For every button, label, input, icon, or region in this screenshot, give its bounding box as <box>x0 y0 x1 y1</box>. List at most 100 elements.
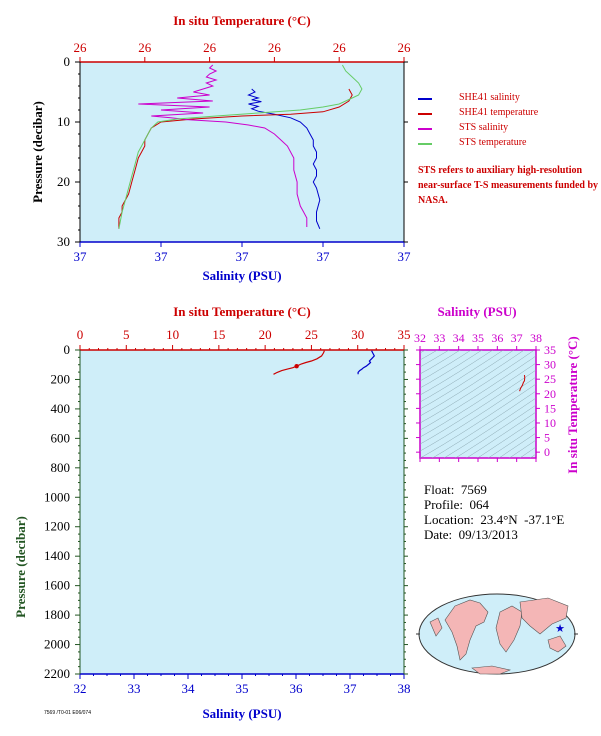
ts-isoline <box>420 350 450 368</box>
main-pressure-tick-label: 800 <box>51 460 71 475</box>
top-series-sts-temperature <box>118 64 363 229</box>
float-location-marker: ★ <box>555 622 565 635</box>
date: Date: 09/13/2013 <box>424 527 518 542</box>
ts-sal-tick-label: 37 <box>511 331 523 345</box>
ts-isoline <box>443 397 536 458</box>
ts-isoline <box>508 439 536 458</box>
ts-isoline <box>477 418 536 458</box>
ts-sal-axis-title: Salinity (PSU) <box>437 304 516 319</box>
main-sal-tick-label: 33 <box>128 681 141 696</box>
ts-sal-tick-label: 38 <box>530 331 542 345</box>
map-land <box>429 617 443 637</box>
ts-isoline <box>420 350 494 396</box>
ts-isoline <box>466 411 536 458</box>
main-pressure-tick-label: 1600 <box>44 578 70 593</box>
ts-isoline <box>420 350 535 424</box>
ts-isoline <box>487 425 536 458</box>
ts-isoline <box>420 237 536 311</box>
main-sal-tick-label: 36 <box>290 681 304 696</box>
ts-isoline <box>420 265 536 339</box>
top-temp-tick-label: 26 <box>203 40 217 55</box>
top-sal-tick-label: 37 <box>236 249 250 264</box>
main-pressure-tick-label: 2200 <box>44 666 70 681</box>
main-temp-tick-label: 0 <box>77 327 84 342</box>
main-temp-tick-label: 10 <box>166 327 179 342</box>
ts-isoline <box>420 355 536 431</box>
legend-swatch <box>418 128 432 130</box>
top-pressure-tick-label: 20 <box>57 174 70 189</box>
ts-isoline <box>420 362 536 438</box>
main-pressure-tick-label: 1400 <box>44 548 70 563</box>
top-temp-tick-label: 26 <box>333 40 347 55</box>
top-sal-tick-label: 37 <box>155 249 169 264</box>
main-pressure-tick-label: 400 <box>51 401 71 416</box>
main-sal-axis-title: Salinity (PSU) <box>202 706 281 721</box>
legend-label: SHE41 temperature <box>459 107 539 118</box>
top-series-she41-salinity <box>247 88 321 229</box>
ts-temp-tick-label: 35 <box>544 343 556 357</box>
legend-swatch <box>418 113 432 115</box>
map-land <box>495 605 523 653</box>
ts-isoline <box>420 350 525 417</box>
main-pressure-tick-label: 2000 <box>44 637 70 652</box>
map-land <box>547 635 567 653</box>
location: Location: 23.4°N -37.1°E <box>424 512 565 527</box>
main-temp-tick-label: 25 <box>305 327 318 342</box>
main-sal-tick-label: 38 <box>398 681 411 696</box>
main-temp-tick-label: 30 <box>351 327 364 342</box>
ts-isoline <box>420 369 536 445</box>
ts-series-curve <box>519 375 526 392</box>
top-temp-axis-title: In situ Temperature (°C) <box>173 13 311 28</box>
top-pressure-tick-label: 30 <box>57 234 70 249</box>
ts-isoline <box>420 376 536 452</box>
top-temp-tick-label: 26 <box>138 40 152 55</box>
top-pressure-tick-label: 0 <box>64 54 71 69</box>
profile-number: Profile: 064 <box>424 497 489 512</box>
footer-code: 7569 /T0-01 E06/074 <box>44 710 91 716</box>
ts-temp-tick-label: 30 <box>544 358 556 372</box>
ts-isoline <box>420 383 536 458</box>
main-temp-tick-label: 20 <box>259 327 272 342</box>
world-map: ★ <box>418 593 576 675</box>
ts-temp-tick-label: 15 <box>544 401 556 415</box>
legend-swatch <box>418 98 432 100</box>
ts-isoline <box>431 390 536 458</box>
legend-label: STS salinity <box>459 122 509 133</box>
main-pressure-tick-label: 1000 <box>44 489 70 504</box>
ts-isolines <box>420 237 536 458</box>
top-sal-tick-label: 37 <box>74 249 88 264</box>
ts-plot-area <box>420 350 536 458</box>
map-land <box>519 597 569 635</box>
legend-swatch <box>418 143 432 145</box>
ts-isoline <box>454 404 536 458</box>
ts-sal-tick-label: 33 <box>433 331 445 345</box>
ts-isoline <box>420 350 504 403</box>
top-pressure-axis-title: Pressure (decibar) <box>30 101 45 203</box>
top-sal-axis-title: Salinity (PSU) <box>202 268 281 283</box>
main-temp-axis-title: In situ Temperature (°C) <box>173 304 311 319</box>
ts-temp-axis-title: In situ Temperature (°C) <box>565 336 580 474</box>
ts-sal-tick-label: 35 <box>472 331 484 345</box>
ts-sal-tick-label: 32 <box>414 331 426 345</box>
main-pressure-tick-label: 0 <box>64 342 71 357</box>
ts-isoline <box>420 350 483 389</box>
main-pressure-tick-label: 1200 <box>44 519 70 534</box>
legend-label: STS temperature <box>459 137 527 148</box>
top-plot-area <box>80 62 404 242</box>
main-series-temperature <box>273 350 325 375</box>
top-series-sts-salinity <box>138 64 308 227</box>
top-temp-tick-label: 26 <box>268 40 282 55</box>
main-pressure-axis-title: Pressure (decibar) <box>13 516 28 618</box>
ts-isoline <box>420 350 472 382</box>
ts-temp-tick-label: 10 <box>544 416 556 430</box>
ts-temp-tick-label: 25 <box>544 372 556 386</box>
main-sal-tick-label: 35 <box>236 681 249 696</box>
ts-temp-tick-label: 5 <box>544 431 550 445</box>
map-land <box>444 599 489 661</box>
ts-sal-tick-label: 36 <box>491 331 503 345</box>
map-land <box>471 665 512 675</box>
main-temp-tick-label: 15 <box>212 327 225 342</box>
ts-isoline <box>420 350 515 410</box>
main-series-salinity <box>357 350 376 375</box>
